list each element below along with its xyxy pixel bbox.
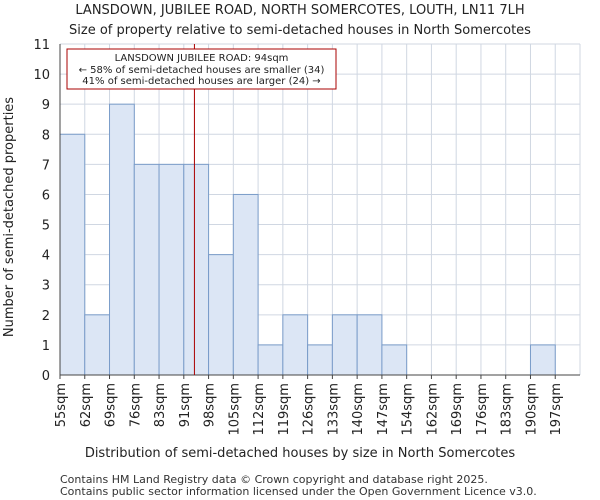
histogram-bar	[529, 344, 556, 376]
y-tick-label: 0	[42, 369, 50, 384]
x-tick-label: 91sqm	[178, 383, 193, 427]
x-tick-label: 176sqm	[475, 383, 490, 436]
y-tick-label: 4	[42, 249, 50, 264]
x-tick-label: 133sqm	[326, 383, 341, 436]
x-tick-label: 98sqm	[203, 383, 218, 427]
histogram-bar	[109, 103, 135, 376]
y-tick-label: 9	[42, 98, 50, 113]
histogram-bar	[59, 133, 86, 376]
histogram-bar	[232, 193, 259, 376]
y-tick-label: 2	[42, 309, 50, 324]
x-tick-label: 76sqm	[128, 383, 143, 427]
x-tick-label: 154sqm	[401, 383, 416, 436]
histogram-bar	[208, 254, 234, 376]
histogram-bar	[381, 344, 408, 376]
x-tick-label: 112sqm	[252, 383, 267, 436]
histogram-bar	[257, 344, 284, 376]
histogram-bar	[183, 163, 210, 376]
annotation-line-3: 41% of semi-detached houses are larger (…	[82, 76, 320, 87]
annotation-line-2: ← 58% of semi-detached houses are smalle…	[79, 65, 325, 76]
histogram-bar	[307, 344, 333, 376]
property-annotation: LANSDOWN JUBILEE ROAD: 94sqm ← 58% of se…	[66, 48, 337, 90]
chart-title: LANSDOWN, JUBILEE ROAD, NORTH SOMERCOTES…	[75, 3, 524, 18]
x-tick-label: 69sqm	[104, 383, 119, 427]
y-tick-label: 6	[42, 188, 50, 203]
y-tick-labels: 0 1 2 3 4 5 6 7 8 9 10 11	[33, 38, 50, 384]
annotation-line-1: LANSDOWN JUBILEE ROAD: 94sqm	[115, 53, 289, 64]
bars	[59, 103, 556, 376]
footer-line-2: Contains public sector information licen…	[60, 485, 537, 498]
histogram-bar	[356, 314, 383, 376]
x-tick-labels: 55sqm 62sqm 69sqm 76sqm 83sqm 91sqm 98sqm 105sq…	[54, 383, 564, 436]
x-tick-label: 183sqm	[500, 383, 515, 436]
histogram-bar	[158, 163, 185, 376]
x-axis-label: Distribution of semi-detached houses by …	[85, 446, 516, 461]
y-tick-label: 11	[33, 38, 50, 53]
x-tick-label: 169sqm	[450, 383, 465, 436]
x-tick-label: 62sqm	[79, 383, 94, 427]
histogram-bar	[282, 314, 309, 376]
y-tick-label: 8	[42, 128, 50, 143]
y-axis-label: Number of semi-detached properties	[2, 97, 17, 337]
histogram-bar	[84, 314, 111, 376]
y-tick-label: 1	[42, 339, 50, 354]
x-tick-label: 197sqm	[549, 383, 564, 436]
y-tick-label: 3	[42, 279, 50, 294]
chart-subtitle: Size of property relative to semi-detach…	[69, 23, 531, 38]
x-tick-label: 162sqm	[425, 383, 440, 436]
y-tick-label: 7	[42, 158, 50, 173]
x-tick-label: 140sqm	[351, 383, 366, 436]
axes	[59, 44, 580, 379]
histogram-bar	[331, 314, 358, 376]
histogram-bar	[133, 163, 160, 376]
x-tick-label: 55sqm	[54, 383, 69, 427]
x-tick-label: 119sqm	[277, 383, 292, 436]
y-tick-label: 10	[33, 68, 50, 83]
x-tick-label: 126sqm	[302, 383, 317, 436]
x-tick-label: 83sqm	[153, 383, 168, 427]
x-tick-label: 147sqm	[376, 383, 391, 436]
x-tick-label: 105sqm	[227, 383, 242, 436]
annotation-box	[66, 48, 337, 90]
x-tick-label: 190sqm	[524, 383, 539, 436]
footer-line-1: Contains HM Land Registry data © Crown c…	[60, 473, 488, 486]
y-tick-label: 5	[42, 219, 50, 234]
